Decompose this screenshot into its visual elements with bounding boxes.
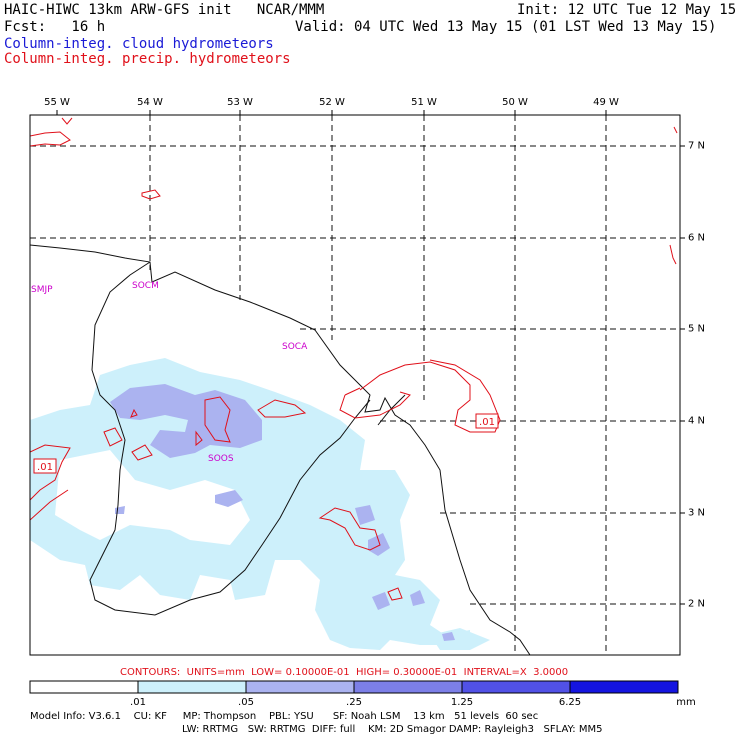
lon-label: 51 W: [411, 97, 437, 108]
station-smjp: SMJP: [31, 285, 53, 295]
contour-label-1: .01: [33, 458, 57, 474]
lon-label: 50 W: [502, 97, 528, 108]
colorbar: [29, 680, 679, 694]
valid-time: Valid: 04 UTC Wed 13 May 15 (01 LST Wed …: [295, 19, 717, 35]
lon-label: 54 W: [137, 97, 163, 108]
plot-title: HAIC-HIWC 13km ARW-GFS init NCAR/MMM: [4, 2, 325, 18]
contour-label-text: .01: [479, 417, 495, 428]
lon-label: 55 W: [44, 97, 70, 108]
lon-label: 52 W: [319, 97, 345, 108]
lat-label: 6 N: [688, 232, 706, 244]
field-cloud-label: Column-integ. cloud hydrometeors: [4, 36, 274, 52]
cloud-shading-light: [30, 358, 490, 650]
init-time: Init: 12 UTC Tue 12 May 15: [517, 2, 737, 18]
contour-label-2: .01: [475, 413, 499, 429]
station-socm: SOCM: [132, 281, 159, 291]
map-frame: [29, 114, 681, 656]
lat-label: 4 N: [688, 415, 706, 427]
colorbar-label: 1.25: [450, 697, 474, 708]
station-soca: SOCA: [282, 342, 308, 352]
lat-label: 7 N: [688, 140, 706, 152]
colorbar-label: .25: [346, 697, 362, 708]
lon-label: 49 W: [593, 97, 619, 108]
contours-info: CONTOURS: UNITS=mm LOW= 0.10000E-01 HIGH…: [120, 667, 569, 678]
colorbar-label: .05: [238, 697, 254, 708]
lat-label: 5 N: [688, 323, 706, 335]
field-precip-label: Column-integ. precip. hydrometeors: [4, 51, 291, 67]
forecast-hour: Fcst: 16 h: [4, 19, 106, 35]
model-info-line1: Model Info: V3.6.1 CU: KF MP: Thompson P…: [30, 711, 539, 722]
lon-label: 53 W: [227, 97, 253, 108]
lat-label: 2 N: [688, 598, 706, 610]
precip-contours: [30, 117, 678, 601]
contour-label-text: .01: [37, 462, 53, 473]
colorbar-label: .01: [130, 697, 146, 708]
lat-lon-grid: [30, 115, 680, 655]
station-soos: SOOS: [208, 454, 234, 464]
colorbar-label: 6.25: [558, 697, 582, 708]
colorbar-units: mm: [676, 697, 696, 708]
model-info-line2: LW: RRTMG SW: RRTMG DIFF: full KM: 2D Sm…: [182, 724, 603, 735]
lat-label: 3 N: [688, 507, 706, 519]
